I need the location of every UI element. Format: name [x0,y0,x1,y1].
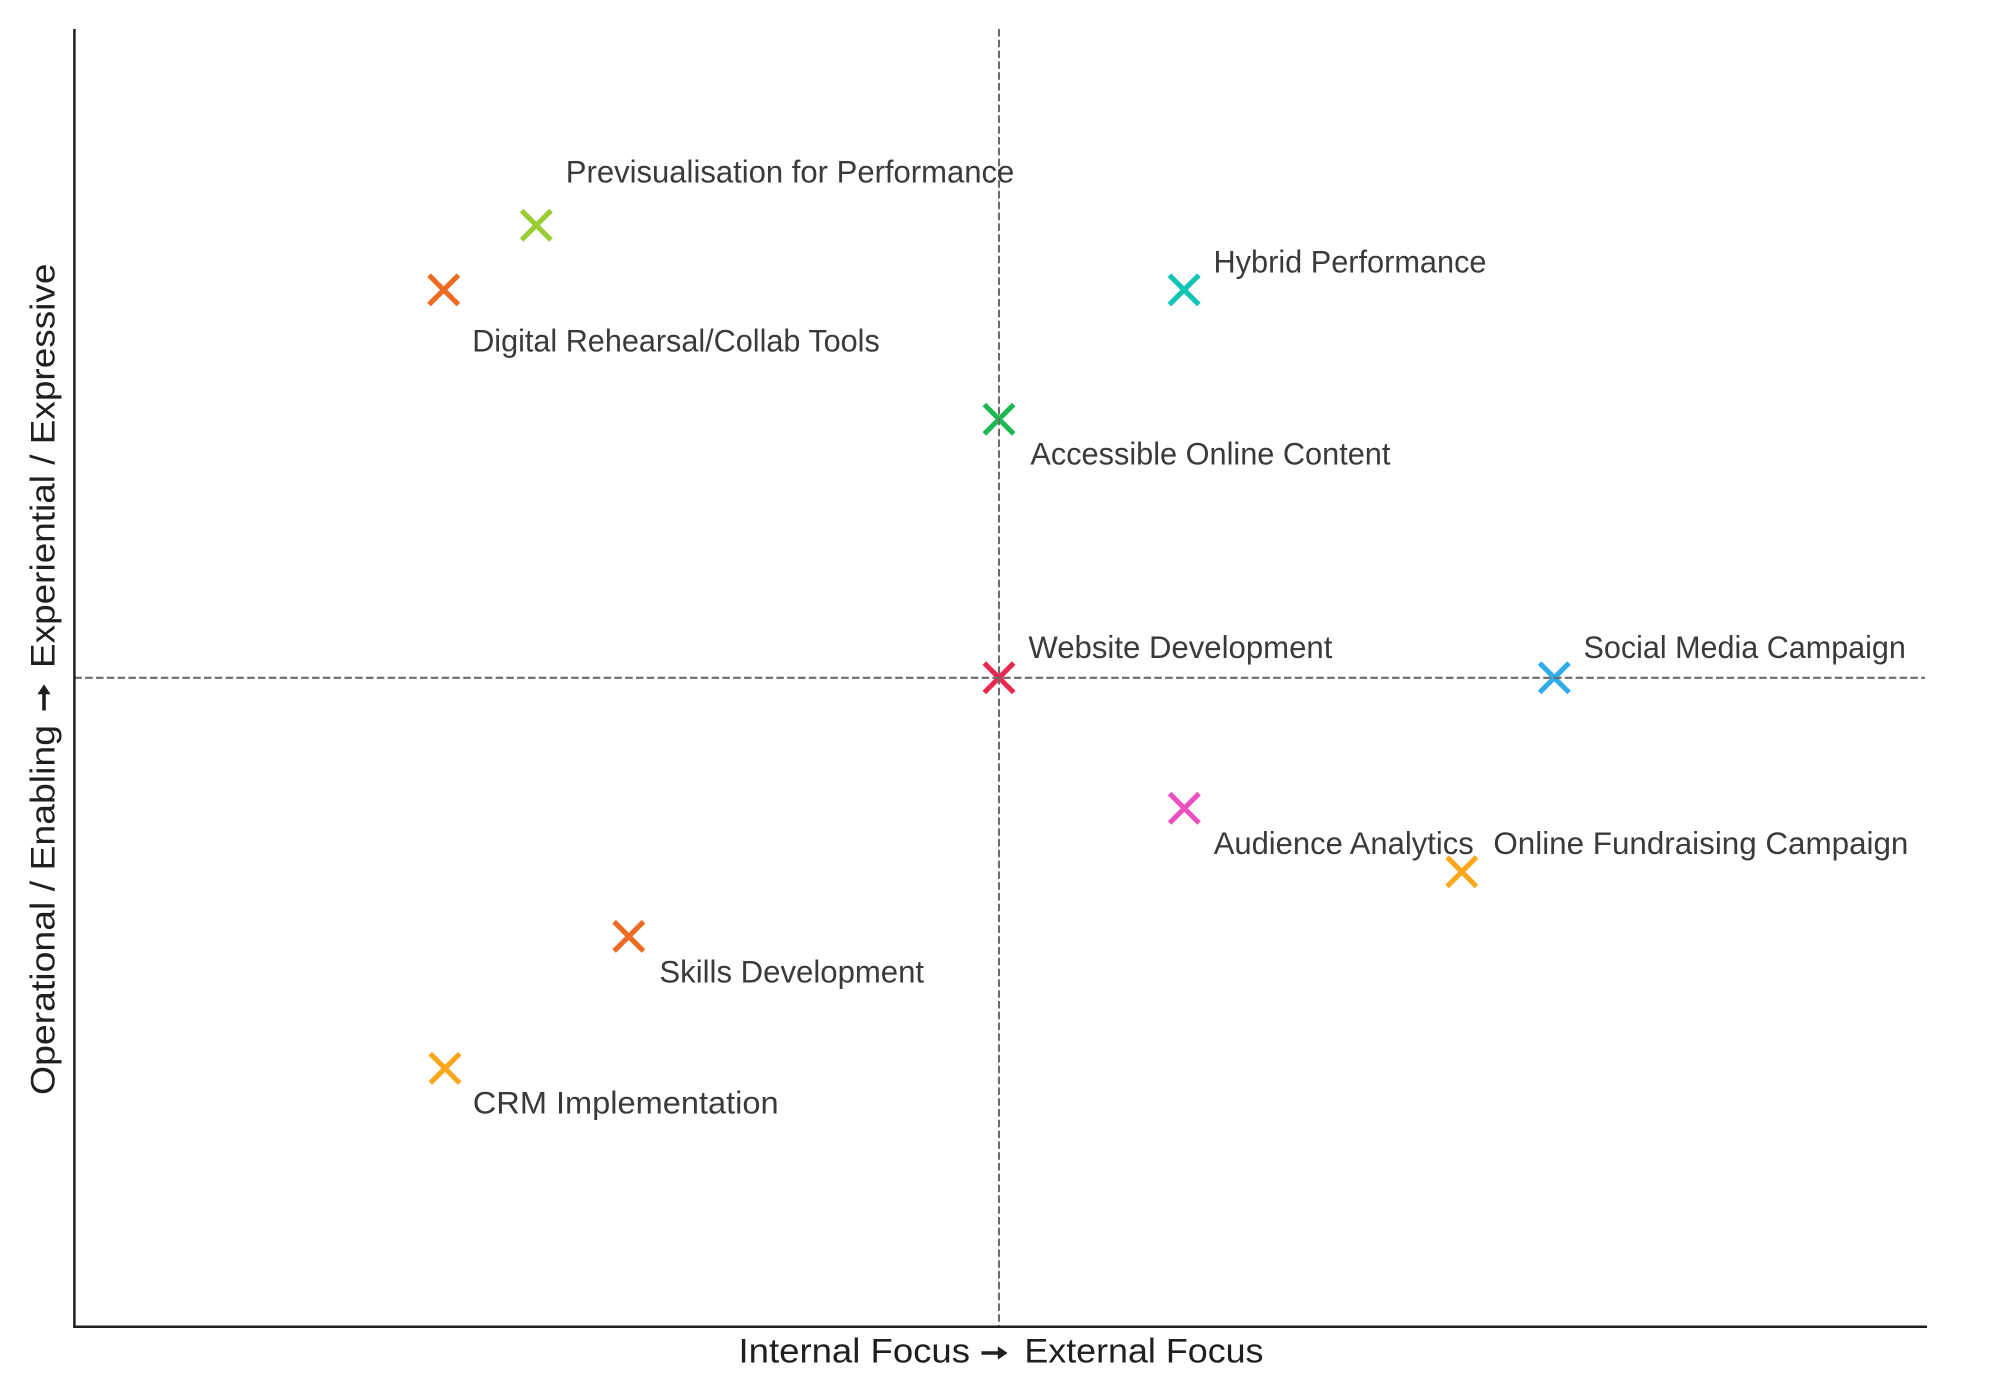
svg-text:Previsualisation for Performan: Previsualisation for Performance [566,154,1015,189]
svg-text:CRM Implementation: CRM Implementation [473,1086,779,1121]
svg-text:Hybrid Performance: Hybrid Performance [1214,245,1487,280]
svg-text:Experiential / Expressive: Experiential / Expressive [25,264,63,668]
svg-text:Internal Focus: Internal Focus [739,1333,971,1371]
svg-text:Social Media Campaign: Social Media Campaign [1584,630,1906,665]
svg-text:Operational / Enabling: Operational / Enabling [25,725,63,1095]
svg-text:Audience Analytics: Audience Analytics [1214,826,1474,861]
svg-text:External Focus: External Focus [1024,1333,1263,1371]
svg-text:Accessible Online Content: Accessible Online Content [1030,436,1390,471]
svg-text:Skills Development: Skills Development [659,955,924,990]
svg-text:Digital Rehearsal/Collab Tools: Digital Rehearsal/Collab Tools [472,323,880,358]
svg-text:Website Development: Website Development [1028,630,1332,665]
svg-text:Online Fundraising Campaign: Online Fundraising Campaign [1493,826,1908,861]
